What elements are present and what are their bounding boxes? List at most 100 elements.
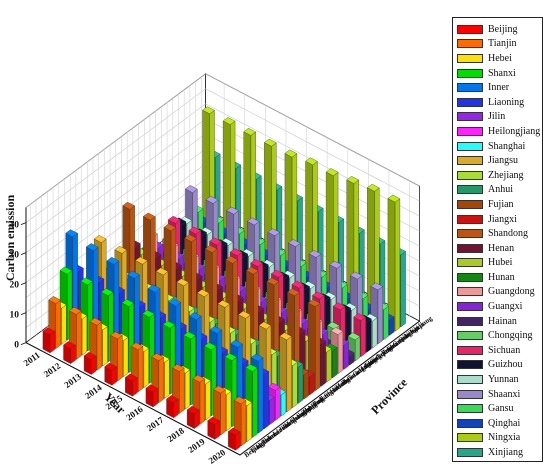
legend-swatch: [457, 39, 483, 49]
legend-swatch: [457, 258, 483, 268]
legend-label: Liaoning: [488, 96, 525, 108]
legend-item: Shandong: [457, 226, 542, 241]
z-gridline: [25, 88, 420, 223]
legend-label: Chongqing: [488, 330, 533, 342]
legend-item: Qinghai: [457, 416, 542, 431]
legend-item: Liaoning: [457, 95, 542, 110]
legend-label: Hubei: [488, 257, 513, 269]
bar-ningxia-2020: [387, 194, 401, 332]
legend-swatch: [457, 185, 483, 195]
legend-swatch: [457, 199, 483, 209]
bar-beijing-2016: [145, 384, 159, 408]
legend-item: Chongqing: [457, 328, 542, 343]
legend-swatch: [457, 243, 483, 253]
legend-swatch: [457, 112, 483, 122]
year-tick-label: 2018: [165, 425, 186, 444]
legend-label: Gansu: [488, 403, 514, 415]
legend-item: Guangxi: [457, 299, 542, 314]
legend-swatch: [457, 97, 483, 107]
legend-item: Jiangxi: [457, 212, 542, 227]
y-axis-label: Province: [368, 375, 410, 417]
legend-list: Beijing Tianjin Hebei Shanxi Inner Liaoning Ji…: [453, 18, 542, 460]
legend-item: Heilongjiang: [457, 124, 542, 139]
legend-item: Inner: [457, 80, 542, 95]
legend-label: Shaanxi: [488, 388, 521, 400]
year-tick-label: 2017: [145, 414, 166, 433]
legend-item: Hubei: [457, 256, 542, 271]
legend-swatch: [457, 404, 483, 414]
province-axis-line: [239, 320, 420, 456]
legend-swatch: [457, 126, 483, 136]
legend-label: Yunnan: [488, 374, 519, 386]
legend: Beijing Tianjin Hebei Shanxi Inner Liaoning Ji…: [452, 17, 543, 462]
legend-label: Shandong: [488, 228, 528, 240]
legend-swatch: [457, 331, 483, 341]
legend-label: Henan: [488, 242, 515, 254]
legend-swatch: [457, 360, 483, 370]
legend-item: Jiangsu: [457, 153, 542, 168]
z-axis-label: Carbon emission: [3, 195, 17, 282]
bar-beijing-2019: [207, 416, 221, 440]
legend-item: Hainan: [457, 314, 542, 329]
legend-swatch: [457, 214, 483, 224]
year-tick-label: 2012: [42, 360, 63, 379]
bar-beijing-2012: [63, 341, 76, 365]
legend-swatch: [457, 53, 483, 63]
legend-item: Guizhou: [457, 358, 542, 373]
legend-swatch: [457, 229, 483, 239]
legend-item: Guangdong: [457, 285, 542, 300]
z-tick-label: 30: [10, 251, 20, 261]
bar-beijing-2011: [42, 327, 56, 354]
bar-beijing-2014: [104, 362, 118, 386]
legend-item: Yunnan: [457, 372, 542, 387]
legend-label: Anhui: [488, 184, 513, 196]
legend-item: Anhui: [457, 183, 542, 198]
bar-beijing-2020: [227, 427, 241, 451]
legend-label: Guangxi: [488, 301, 523, 313]
bar-beijing-2013: [83, 351, 97, 375]
legend-label: Beijing: [488, 23, 518, 35]
legend-swatch: [457, 448, 483, 458]
legend-item: Sichuan: [457, 343, 542, 358]
year-tick-label: 2019: [186, 436, 207, 455]
z-gridline: [25, 73, 420, 208]
legend-label: Shanxi: [488, 67, 516, 79]
z-tick-label: 10: [10, 311, 20, 321]
legend-label: Hunan: [488, 271, 515, 283]
legend-item: Tianjin: [457, 37, 542, 52]
z-tick-label: 0: [14, 341, 19, 351]
legend-swatch: [457, 302, 483, 312]
legend-label: Hebei: [488, 52, 512, 64]
legend-item: Shanghai: [457, 139, 542, 154]
year-axis-line: [25, 342, 241, 456]
legend-swatch: [457, 316, 483, 326]
legend-label: Fujian: [488, 198, 514, 210]
year-tick-label: 2020: [207, 447, 228, 466]
legend-item: Beijing: [457, 22, 542, 37]
legend-swatch: [457, 375, 483, 385]
legend-label: Zhejiang: [488, 169, 524, 181]
legend-label: Tianjin: [488, 38, 517, 50]
legend-swatch: [457, 68, 483, 78]
bar-beijing-2015: [124, 373, 138, 397]
legend-label: Guangdong: [488, 286, 535, 298]
legend-item: Fujian: [457, 197, 542, 212]
legend-label: Guizhou: [488, 359, 523, 371]
legend-label: Heilongjiang: [488, 125, 541, 137]
legend-label: Shanghai: [488, 140, 526, 152]
legend-label: Jiangxi: [488, 213, 517, 225]
legend-swatch: [457, 83, 483, 93]
legend-item: Shanxi: [457, 66, 542, 81]
legend-label: Xinjiang: [488, 447, 523, 459]
legend-item: Hunan: [457, 270, 542, 285]
legend-item: Jilin: [457, 110, 542, 125]
legend-item: Henan: [457, 241, 542, 256]
z-tick-label: 20: [10, 281, 20, 291]
legend-item: Ningxia: [457, 431, 542, 446]
legend-label: Ningxia: [488, 432, 521, 444]
legend-swatch: [457, 170, 483, 180]
legend-label: Inner: [488, 82, 510, 94]
legend-swatch: [457, 389, 483, 399]
z-tick-label: 40: [10, 221, 20, 231]
